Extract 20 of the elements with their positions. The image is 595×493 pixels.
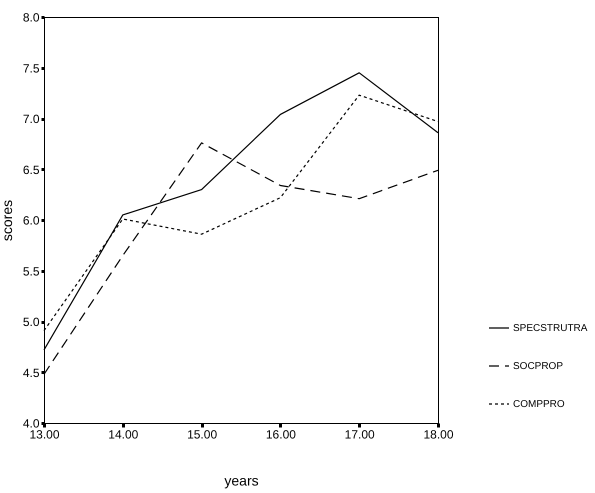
y-tick-label: 6.0 <box>22 214 40 228</box>
x-tick-label: 15.00 <box>187 428 218 442</box>
x-tick-label: 13.00 <box>29 428 60 442</box>
y-axis-title: scores <box>0 200 15 242</box>
legend-label: COMPPRO <box>513 399 565 410</box>
y-tick-label: 8.0 <box>22 10 40 24</box>
x-tick-label: 14.00 <box>108 428 139 442</box>
x-axis-title: years <box>224 472 259 488</box>
y-tick-label: 4.5 <box>22 366 40 380</box>
x-tick-label: 16.00 <box>266 428 296 442</box>
y-tick-label: 5.5 <box>22 264 40 278</box>
y-tick-label: 7.5 <box>22 61 40 76</box>
y-tick-label: 4.0 <box>22 416 40 430</box>
y-tick-label: 5.0 <box>22 315 40 329</box>
legend-label: SPECSTRUTRA <box>513 323 588 334</box>
y-tick-label: 6.5 <box>22 162 40 177</box>
x-tick-label: 17.00 <box>344 428 376 442</box>
y-tick-label: 7.0 <box>22 112 40 126</box>
legend-label: SOCPROP <box>513 361 564 372</box>
x-tick-label: 18.00 <box>423 428 454 442</box>
